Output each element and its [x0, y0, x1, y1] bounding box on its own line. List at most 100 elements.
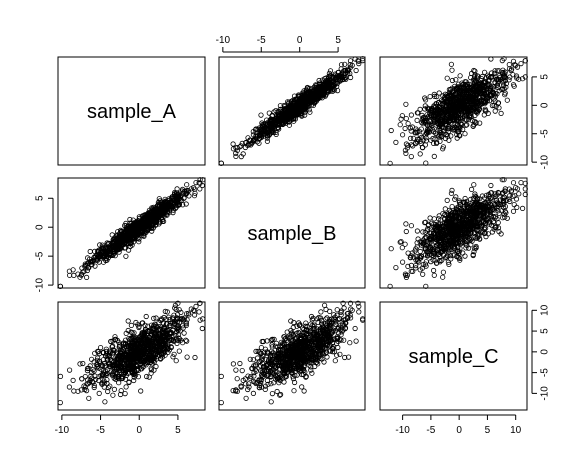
point: [355, 58, 361, 64]
point: [256, 140, 262, 146]
point: [86, 395, 92, 401]
point: [273, 131, 279, 137]
point: [497, 77, 503, 83]
point: [258, 134, 264, 140]
point: [519, 205, 526, 211]
point: [321, 76, 328, 82]
point: [506, 61, 512, 68]
point: [302, 112, 308, 118]
point: [494, 68, 500, 74]
point: [431, 153, 437, 159]
point: [301, 102, 307, 108]
point: [403, 116, 409, 122]
point: [192, 354, 198, 361]
point: [466, 85, 472, 91]
point: [264, 121, 270, 127]
point: [460, 85, 466, 91]
point: [455, 116, 461, 122]
point: [96, 390, 102, 396]
point: [472, 102, 478, 108]
point: [398, 116, 404, 122]
point: [388, 127, 394, 134]
point: [440, 146, 446, 152]
point: [454, 116, 460, 122]
point: [430, 135, 436, 142]
point: [284, 108, 290, 114]
point: [250, 129, 256, 135]
point: [479, 88, 485, 94]
point: [84, 274, 90, 280]
point: [423, 160, 429, 166]
point: [418, 134, 425, 140]
point: [467, 104, 473, 110]
point: [248, 142, 254, 148]
point: [123, 253, 129, 259]
point: [71, 388, 77, 394]
panel-sample_B-sample_C: [379, 177, 528, 289]
point: [449, 67, 455, 73]
point: [414, 128, 420, 134]
point: [481, 79, 487, 85]
point: [128, 322, 134, 328]
point: [511, 202, 517, 208]
point: [70, 377, 76, 383]
diagonal-label-sample_B: sample_B: [248, 223, 337, 245]
point: [488, 93, 495, 99]
point: [481, 69, 488, 75]
point: [410, 135, 416, 141]
point: [321, 87, 327, 93]
point: [402, 147, 408, 153]
point: [466, 94, 472, 100]
point: [304, 84, 310, 91]
point: [492, 108, 498, 114]
point: [418, 126, 424, 132]
point: [98, 344, 104, 351]
point: [352, 56, 358, 62]
point: [453, 101, 459, 107]
point: [460, 81, 467, 88]
point: [273, 116, 279, 122]
point: [503, 81, 509, 87]
point: [438, 108, 444, 114]
point: [321, 84, 328, 90]
point: [448, 61, 454, 67]
point: [313, 82, 319, 88]
point: [422, 97, 429, 103]
point: [102, 399, 108, 405]
point: [184, 354, 190, 360]
point: [325, 79, 331, 85]
point: [441, 118, 448, 125]
point: [508, 67, 514, 74]
point: [445, 109, 451, 115]
panel-frame: [379, 56, 528, 166]
point: [345, 71, 351, 77]
point: [492, 74, 498, 80]
point: [420, 271, 426, 277]
panel-sample_B-sample_A: [57, 177, 206, 289]
point: [417, 151, 423, 157]
point: [510, 58, 517, 64]
point: [298, 109, 304, 115]
point: [407, 135, 414, 141]
point: [176, 348, 182, 354]
point: [448, 190, 454, 196]
point: [427, 215, 433, 221]
point: [428, 112, 434, 119]
point: [347, 58, 354, 64]
point: [483, 108, 489, 114]
point: [408, 112, 414, 118]
point: [462, 131, 468, 137]
point: [348, 64, 354, 70]
point: [438, 121, 445, 127]
point: [281, 112, 287, 119]
point: [459, 114, 465, 120]
point: [264, 138, 270, 144]
point: [408, 154, 414, 160]
panel-sample_C-sample_A: [57, 300, 206, 411]
point: [403, 228, 409, 235]
point: [494, 82, 501, 88]
point: [420, 114, 426, 121]
point: [286, 122, 292, 128]
point: [504, 97, 510, 103]
point: [393, 264, 399, 271]
